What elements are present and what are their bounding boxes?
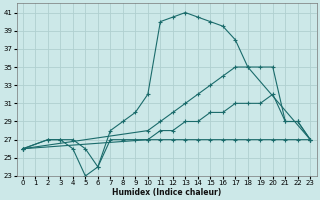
X-axis label: Humidex (Indice chaleur): Humidex (Indice chaleur) (112, 188, 221, 197)
